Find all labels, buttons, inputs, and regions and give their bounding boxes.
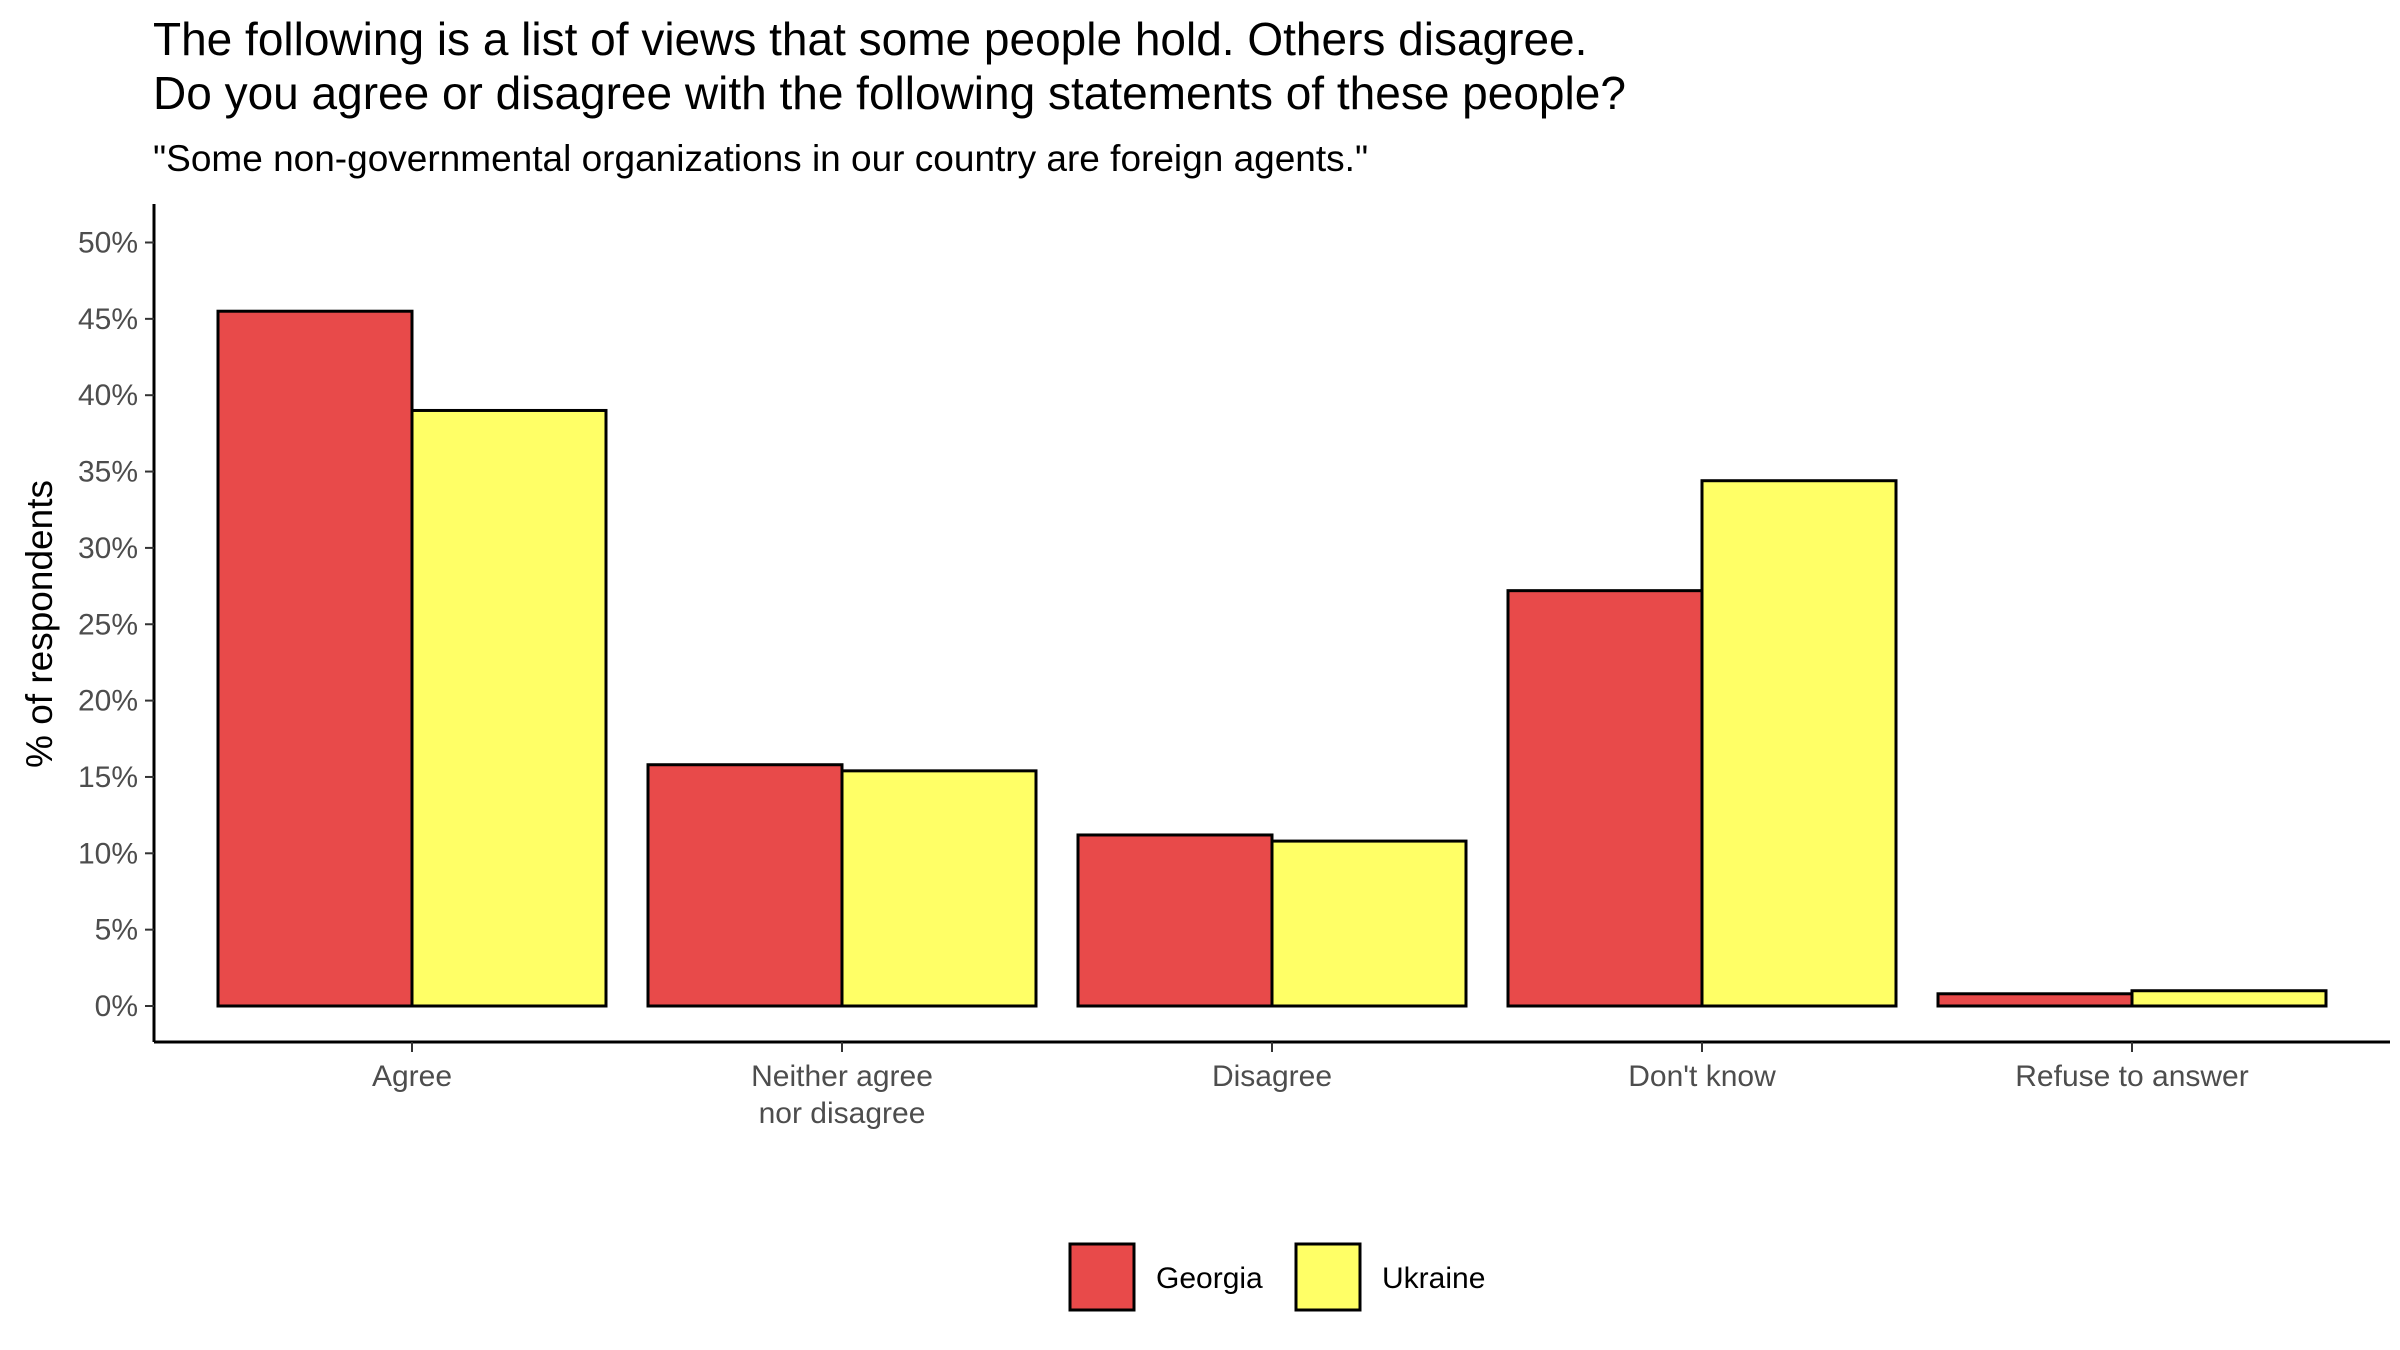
chart-subtitle: "Some non-governmental organizations in … <box>153 138 1369 179</box>
x-tick-label: nor disagree <box>759 1097 926 1130</box>
y-tick-label: 25% <box>78 608 138 641</box>
x-tick-label: Refuse to answer <box>2015 1060 2248 1093</box>
bar-georgia-1 <box>646 763 844 1008</box>
y-tick-label: 45% <box>78 303 138 336</box>
legend-swatch-georgia <box>1068 1242 1136 1312</box>
bar-georgia-3 <box>1506 589 1704 1008</box>
x-tick-label: Don't know <box>1628 1060 1776 1093</box>
bar-ukraine-0 <box>410 408 608 1008</box>
x-tick-label: Disagree <box>1212 1060 1332 1093</box>
y-tick-label: 50% <box>78 227 138 260</box>
bar-ukraine-3 <box>1700 479 1898 1008</box>
chart-title-line-2: Do you agree or disagree with the follow… <box>153 67 1626 119</box>
legend-label-ukraine: Ukraine <box>1382 1262 1485 1295</box>
y-tick-label: 30% <box>78 532 138 565</box>
x-tick-label: Agree <box>372 1060 452 1093</box>
x-tick-label: Neither agree <box>751 1060 933 1093</box>
y-tick-label: 5% <box>95 914 138 947</box>
y-tick-label: 15% <box>78 761 138 794</box>
y-axis-title: % of respondents <box>19 480 60 768</box>
y-tick-label: 35% <box>78 456 138 489</box>
bar-georgia-4 <box>1936 992 2134 1008</box>
chart-title-line-1: The following is a list of views that so… <box>153 13 1588 65</box>
legend-label-georgia: Georgia <box>1156 1262 1263 1295</box>
bar-ukraine-1 <box>840 769 1038 1008</box>
y-tick-label: 10% <box>78 837 138 870</box>
bar-ukraine-2 <box>1270 839 1468 1008</box>
y-tick-label: 20% <box>78 685 138 718</box>
bar-georgia-0 <box>216 309 414 1008</box>
legend-swatch-ukraine <box>1294 1242 1362 1312</box>
y-tick-label: 40% <box>78 379 138 412</box>
bar-georgia-2 <box>1076 833 1274 1008</box>
bar-ukraine-4 <box>2130 989 2328 1008</box>
y-tick-label: 0% <box>95 990 138 1023</box>
